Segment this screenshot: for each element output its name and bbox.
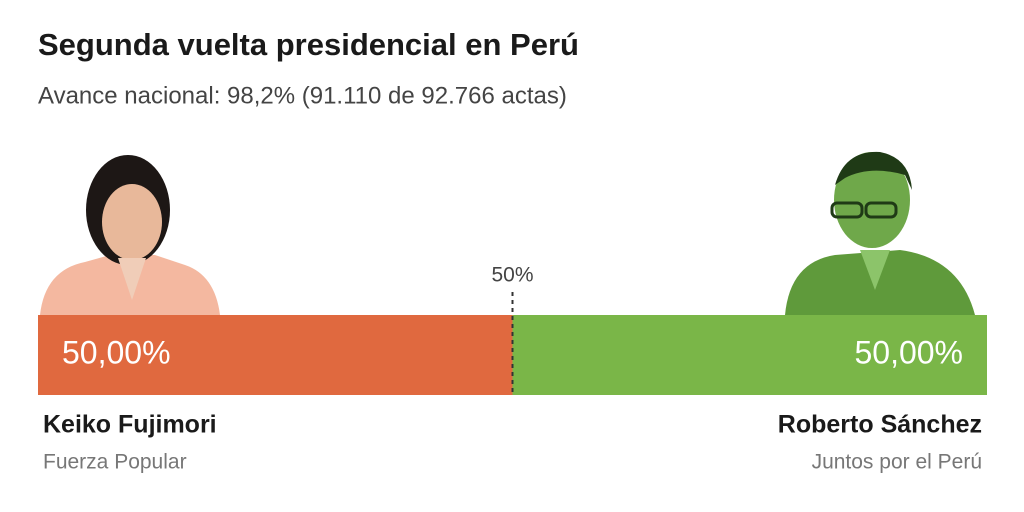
candidate-name: Roberto Sánchez (778, 411, 982, 439)
portrait-left (40, 155, 220, 315)
party-name: Fuerza Popular (43, 451, 187, 474)
bar-segment (38, 315, 513, 395)
chart-title: Segunda vuelta presidencial en Perú (38, 27, 579, 62)
bar-segment (512, 315, 987, 395)
party-name: Juntos por el Perú (812, 451, 982, 474)
portrait-right (785, 151, 975, 315)
tick-label: 50% (491, 264, 533, 287)
candidate-name: Keiko Fujimori (43, 411, 217, 439)
value-label: 50,00% (62, 334, 171, 370)
value-label: 50,00% (854, 334, 963, 370)
chart-subtitle: Avance nacional: 98,2% (91.110 de 92.766… (38, 82, 567, 109)
